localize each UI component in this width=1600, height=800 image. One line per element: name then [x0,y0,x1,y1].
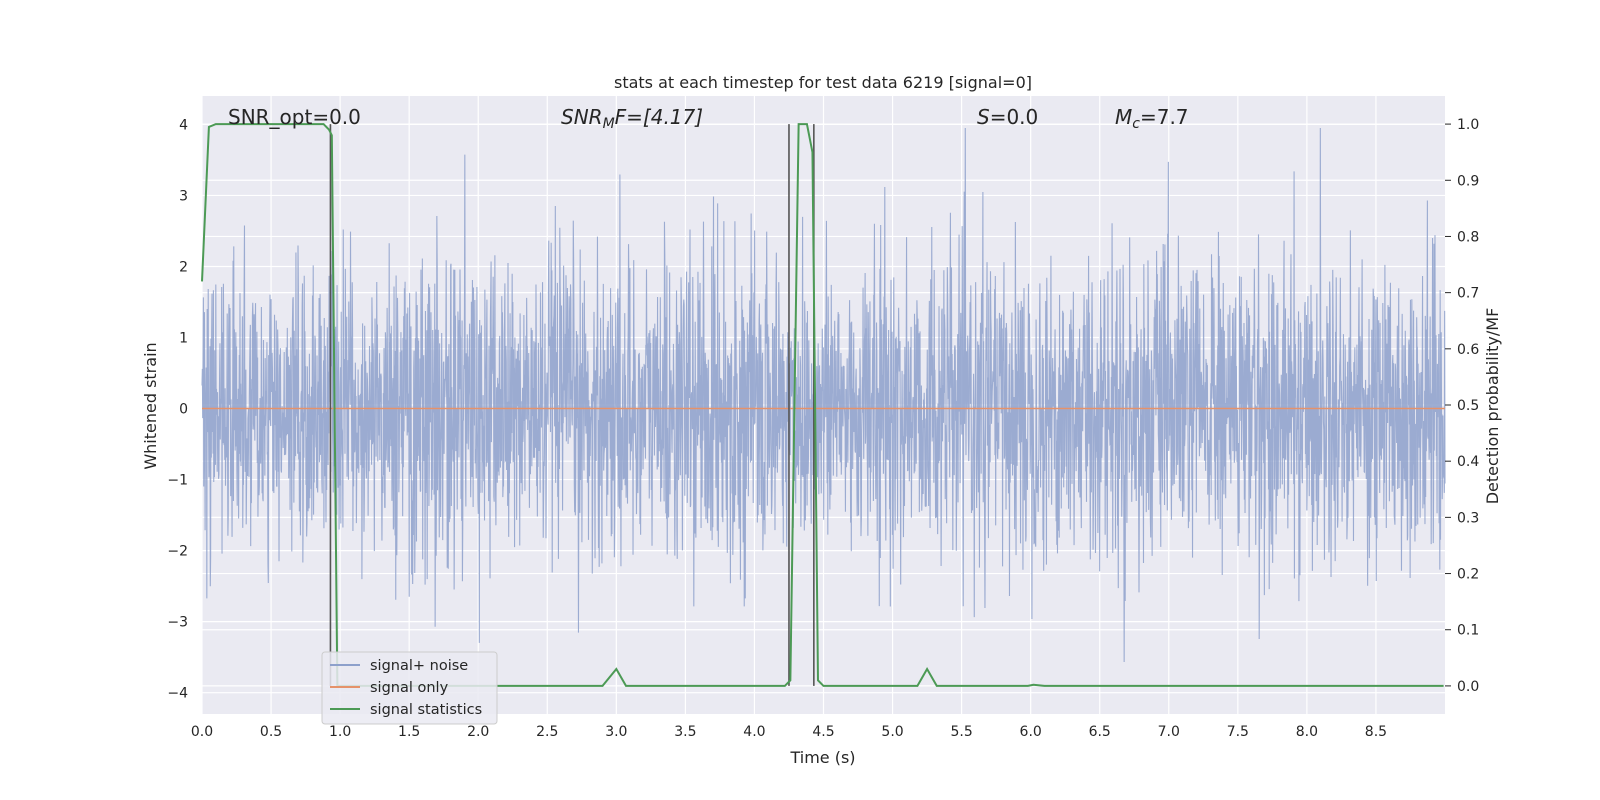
x-tick-label: 2.0 [467,724,489,740]
x-tick-label: 0.5 [260,724,282,740]
x-tick-label: 6.0 [1020,724,1042,740]
x-tick-label: 6.5 [1089,724,1111,740]
y-right-tick-label: 0.1 [1457,623,1479,639]
y-left-axis-ticks: 4 3 2 1 0 −1 −2 −3 −4 [167,117,188,701]
x-tick-label: 1.5 [398,724,420,740]
y-right-tick-label: 0.9 [1457,173,1479,189]
y-right-tick-label: 0.7 [1457,286,1479,302]
y-right-tick-label: 0.6 [1457,342,1479,358]
signal-noise-series [201,127,1446,663]
legend-box [321,651,498,725]
y-right-tick-label: 0.8 [1457,229,1479,245]
s-annotation: S=0.0 [977,105,1038,129]
chart-title: stats at each timestep for test data 621… [614,73,1032,92]
x-tick-label: 7.5 [1227,724,1249,740]
x-tick-label: 4.0 [743,724,765,740]
y-right-axis-label: Detection probability/MF [1483,308,1502,505]
snr-mf-annotation: SNRMF=[4.17] [561,105,703,132]
y-right-axis-ticks: 1.0 0.9 0.8 0.7 0.6 0.5 0.4 0.3 0.2 0.1 0.0 [1445,117,1479,695]
x-tick-label: 3.5 [674,724,696,740]
y-left-tick-label: 2 [179,259,188,275]
snr-opt-annotation: SNR_opt=0.0 [228,105,361,129]
y-left-tick-label: −1 [167,473,188,489]
x-tick-label: 8.5 [1365,724,1387,740]
y-left-tick-label: 3 [179,188,188,204]
x-tick-label: 0.0 [191,724,213,740]
legend-label-signal-only: signal only [370,680,449,696]
y-right-tick-label: 0.5 [1457,398,1479,414]
y-left-tick-label: 0 [179,402,188,418]
x-tick-label: 7.0 [1158,724,1180,740]
x-tick-label: 1.0 [329,724,351,740]
x-tick-label: 3.0 [605,724,627,740]
y-right-tick-label: 0.4 [1457,454,1479,470]
legend: signal+ noise signal only signal statist… [321,651,498,725]
y-right-tick-label: 0.3 [1457,510,1479,526]
x-axis-ticks: 0.0 0.5 1.0 1.5 2.0 2.5 3.0 3.5 4.0 4.5 5.0 5.5 6.0 6… [191,724,1387,740]
signal-statistics-series [201,123,1444,687]
x-tick-label: 4.5 [812,724,834,740]
x-axis-label: Time (s) [789,748,855,767]
x-tick-label: 5.5 [950,724,972,740]
y-right-tick-label: 1.0 [1457,117,1479,133]
x-tick-label: 2.5 [536,724,558,740]
y-left-axis-label: Whitened strain [141,342,160,469]
signal-statistics-line [201,123,1444,687]
y-left-tick-label: −4 [167,686,188,702]
y-left-tick-label: −2 [167,544,188,560]
legend-label-noise: signal+ noise [370,658,468,674]
y-left-tick-label: 4 [179,117,188,133]
mc-annotation: Mc=7.7 [1115,105,1189,132]
x-tick-label: 5.0 [881,724,903,740]
y-right-tick-label: 0.2 [1457,567,1479,583]
x-tick-label: 8.0 [1296,724,1318,740]
y-right-tick-label: 0.0 [1457,679,1479,695]
signal-noise-line [201,127,1446,663]
y-left-tick-label: −3 [167,615,188,631]
y-left-tick-label: 1 [179,331,188,347]
legend-label-statistics: signal statistics [370,702,482,718]
